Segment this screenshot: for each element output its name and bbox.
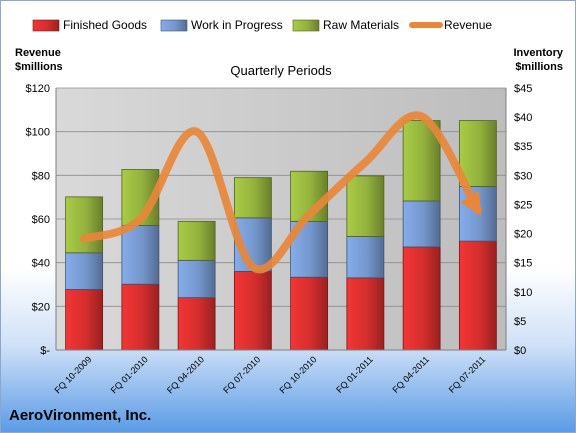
bar-raw-materials — [458, 120, 497, 187]
revenue-series — [80, 111, 482, 274]
x-tick-label: FQ 07-2011 — [447, 354, 488, 395]
left-tick-label: $120 — [26, 83, 50, 95]
bar-finished-goods — [177, 297, 216, 351]
legend-swatch-finished-goods — [32, 19, 60, 32]
x-tick-label: FQ 10-2010 — [278, 354, 319, 395]
legend-swatch-work-in-progress — [160, 19, 188, 32]
left-tick-label: $20 — [32, 301, 50, 313]
right-tick-label: $0 — [514, 345, 526, 357]
bar-work-in-progress — [402, 200, 441, 248]
right-axis-title-line1: Inventory — [513, 47, 563, 59]
right-tick-label: $5 — [514, 316, 526, 328]
bar-finished-goods — [402, 246, 441, 351]
left-tick-label: $40 — [32, 258, 50, 270]
legend-label-raw-materials: Raw Materials — [323, 18, 399, 32]
revenue-arrowhead — [460, 190, 481, 216]
chart-title: Quarterly Periods — [230, 63, 332, 78]
left-tick-label: $60 — [32, 214, 50, 226]
legend-label-work-in-progress: Work in Progress — [191, 18, 283, 32]
bar-work-in-progress — [177, 259, 216, 298]
right-tick-label: $30 — [514, 170, 532, 182]
left-tick-label: $100 — [26, 127, 50, 139]
legend-label-finished-goods: Finished Goods — [63, 18, 147, 32]
bar-finished-goods — [458, 240, 497, 351]
x-tick-label: FQ 10-2009 — [53, 354, 94, 395]
bar-work-in-progress — [65, 252, 104, 290]
legend: Finished Goods Work in Progress Raw Materi… — [32, 18, 492, 32]
bar-raw-materials — [177, 220, 216, 261]
bar-raw-materials — [65, 196, 104, 254]
right-tick-label: $15 — [514, 258, 532, 270]
company-name: AeroVironment, Inc. — [9, 407, 152, 424]
bar-finished-goods — [121, 283, 160, 351]
right-tick-label: $25 — [514, 199, 532, 211]
left-axis-title-line2: $millions — [15, 61, 63, 73]
left-tick-label: $80 — [32, 170, 50, 182]
x-tick-label: FQ 04-2011 — [390, 354, 431, 395]
right-tick-label: $35 — [514, 141, 532, 153]
bar-work-in-progress — [346, 236, 385, 279]
right-tick-label: $45 — [514, 83, 532, 95]
x-tick-label: FQ 04-2010 — [165, 354, 206, 395]
right-tick-label: $40 — [514, 112, 532, 124]
bar-work-in-progress — [121, 225, 160, 285]
bar-finished-goods — [346, 277, 385, 351]
bar-raw-materials — [346, 175, 385, 237]
left-axis-title-line1: Revenue — [15, 47, 61, 59]
x-tick-label: FQ 01-2010 — [109, 354, 150, 395]
bar-raw-materials — [233, 177, 272, 219]
inventory-revenue-chart: Finished Goods Work in Progress Raw Materi… — [15, 18, 564, 395]
right-axis-title-line2: $millions — [515, 61, 563, 73]
right-tick-label: $20 — [514, 229, 532, 241]
left-tick-label: $- — [40, 345, 50, 357]
x-tick-label: FQ 07-2010 — [221, 354, 262, 395]
bar-series — [65, 120, 497, 351]
bar-finished-goods — [65, 289, 104, 351]
x-tick-label: FQ 01-2011 — [334, 354, 375, 395]
revenue-line — [80, 111, 482, 274]
legend-swatch-raw-materials — [292, 19, 320, 32]
bar-finished-goods — [233, 270, 272, 351]
right-tick-label: $10 — [514, 287, 532, 299]
bar-finished-goods — [290, 276, 329, 351]
legend-label-revenue: Revenue — [444, 18, 492, 32]
